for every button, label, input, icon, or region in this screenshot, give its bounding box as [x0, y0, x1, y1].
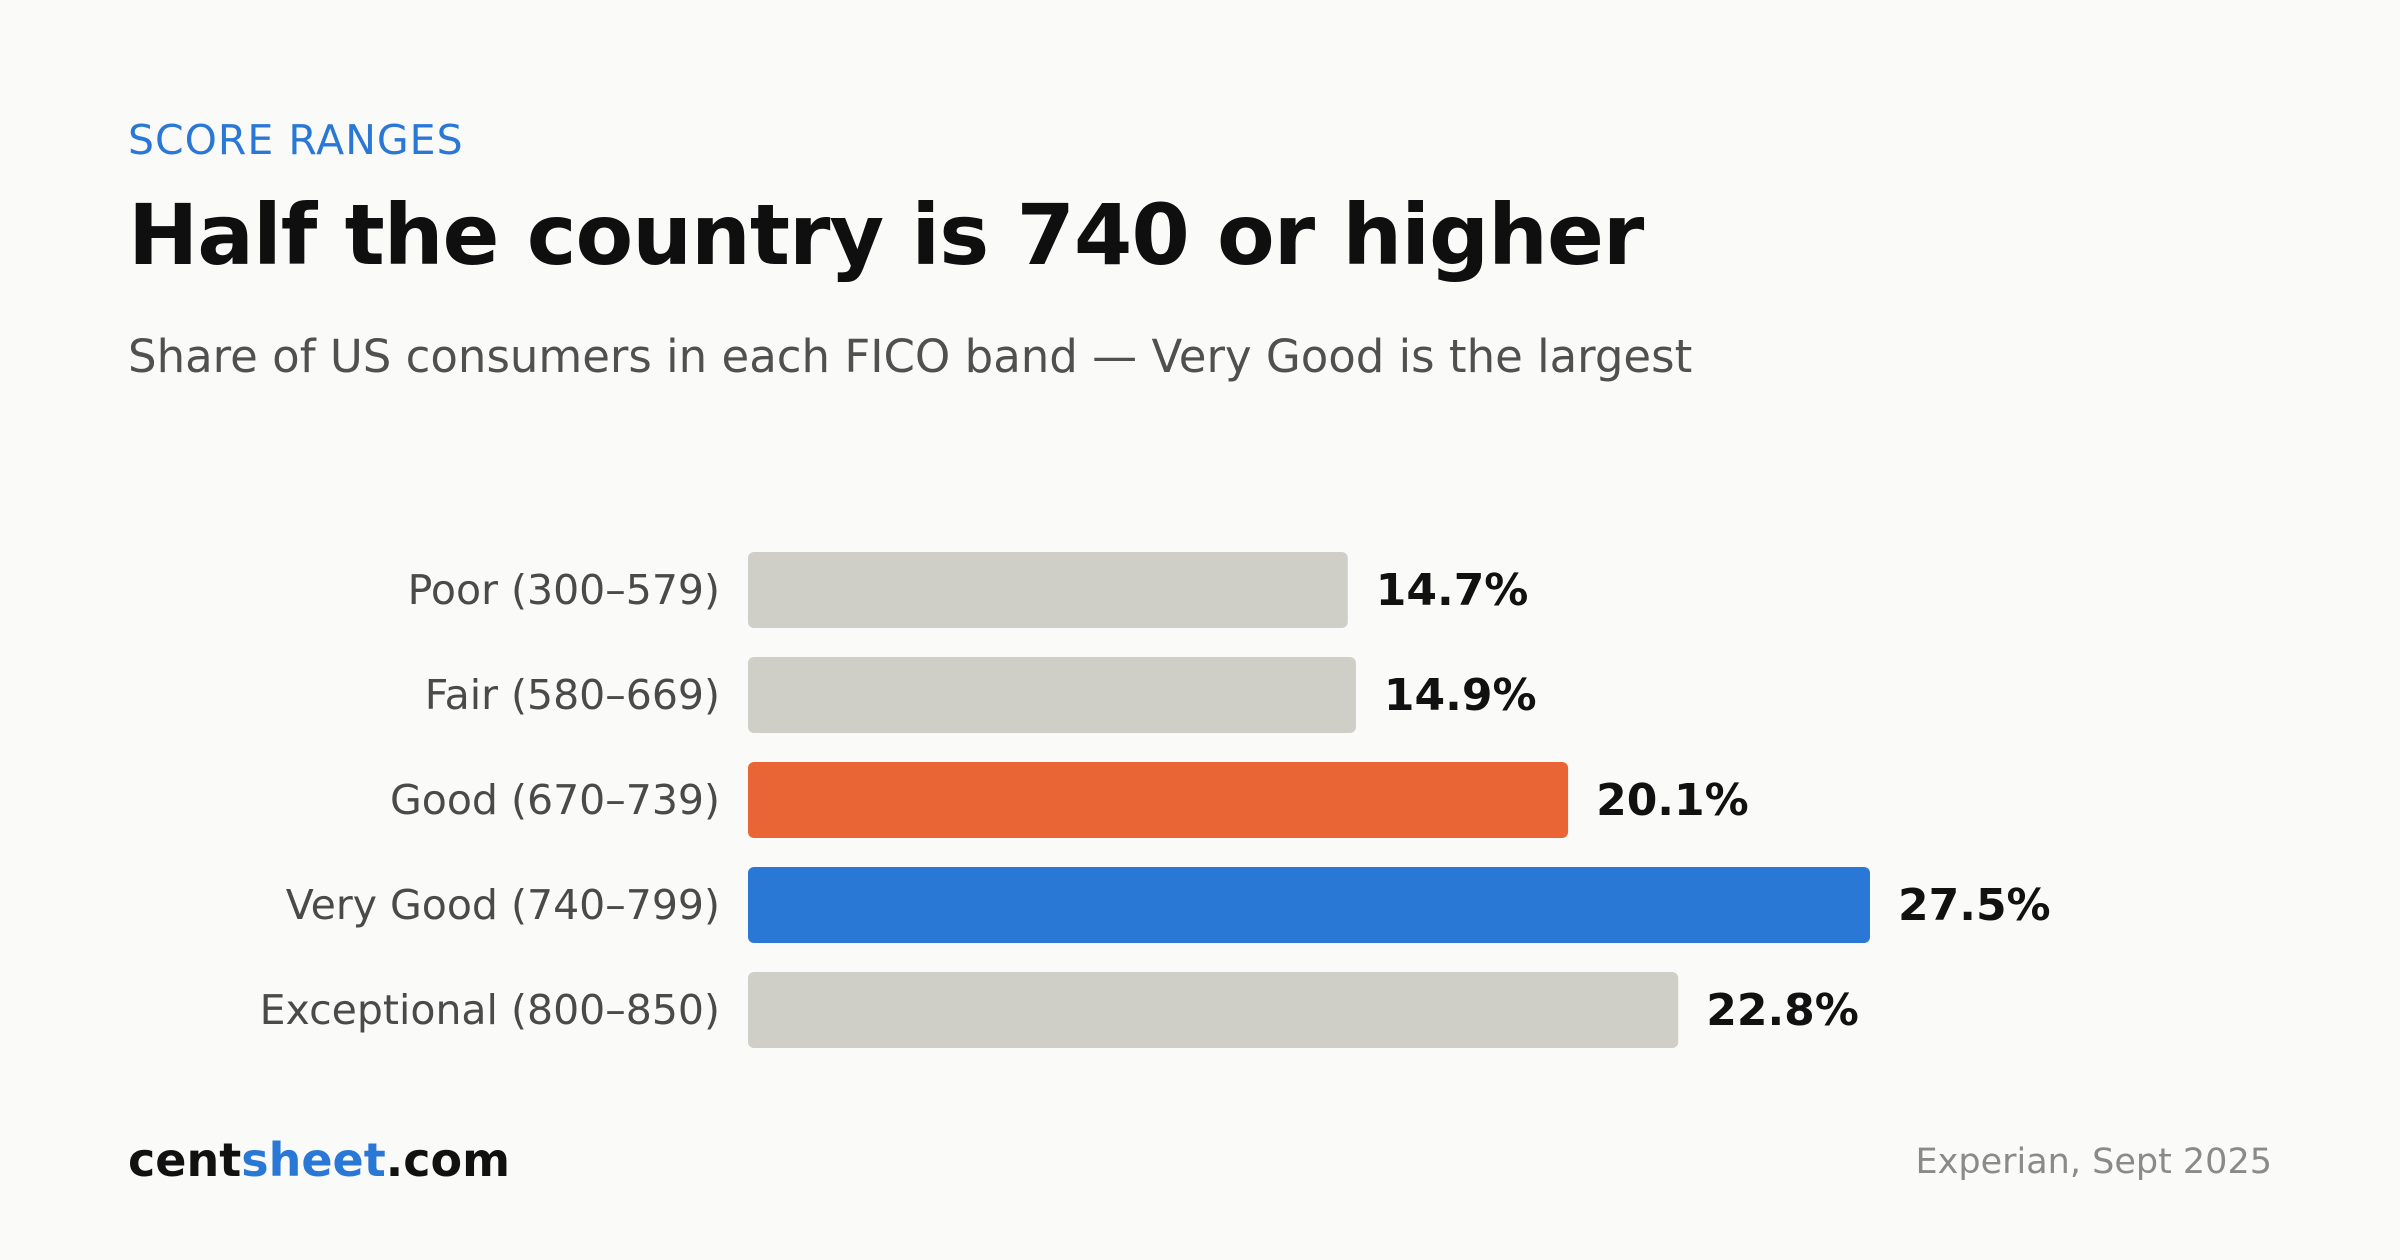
- eyebrow-label: SCORE RANGES: [128, 116, 464, 164]
- brand-logo: centsheet.com: [128, 1133, 510, 1187]
- category-label: Fair (580–669): [425, 671, 720, 719]
- bar-chart: Poor (300–579) 14.7% Fair (580–669) 14.9% Go…: [260, 552, 2051, 1048]
- brand-part-3: .com: [385, 1133, 510, 1187]
- value-label: 14.7%: [1376, 565, 1529, 616]
- bar: [748, 972, 1679, 1048]
- value-label: 20.1%: [1596, 775, 1749, 826]
- chart-subtitle: Share of US consumers in each FICO band …: [128, 330, 1693, 383]
- value-label: 27.5%: [1898, 880, 2051, 931]
- category-label: Good (670–739): [390, 776, 720, 824]
- bar: [748, 867, 1870, 943]
- brand-part-1: cent: [128, 1133, 242, 1187]
- value-label: 14.9%: [1384, 670, 1537, 721]
- bar: [748, 762, 1569, 838]
- category-label: Very Good (740–799): [286, 881, 720, 929]
- category-label: Poor (300–579): [408, 566, 720, 614]
- bar: [748, 552, 1348, 628]
- chart-title: Half the country is 740 or higher: [128, 186, 1644, 284]
- bar: [748, 657, 1356, 733]
- category-label: Exceptional (800–850): [260, 986, 720, 1034]
- source-note: Experian, Sept 2025: [1915, 1142, 2272, 1182]
- value-label: 22.8%: [1706, 985, 1859, 1036]
- brand-part-2: sheet: [241, 1133, 386, 1187]
